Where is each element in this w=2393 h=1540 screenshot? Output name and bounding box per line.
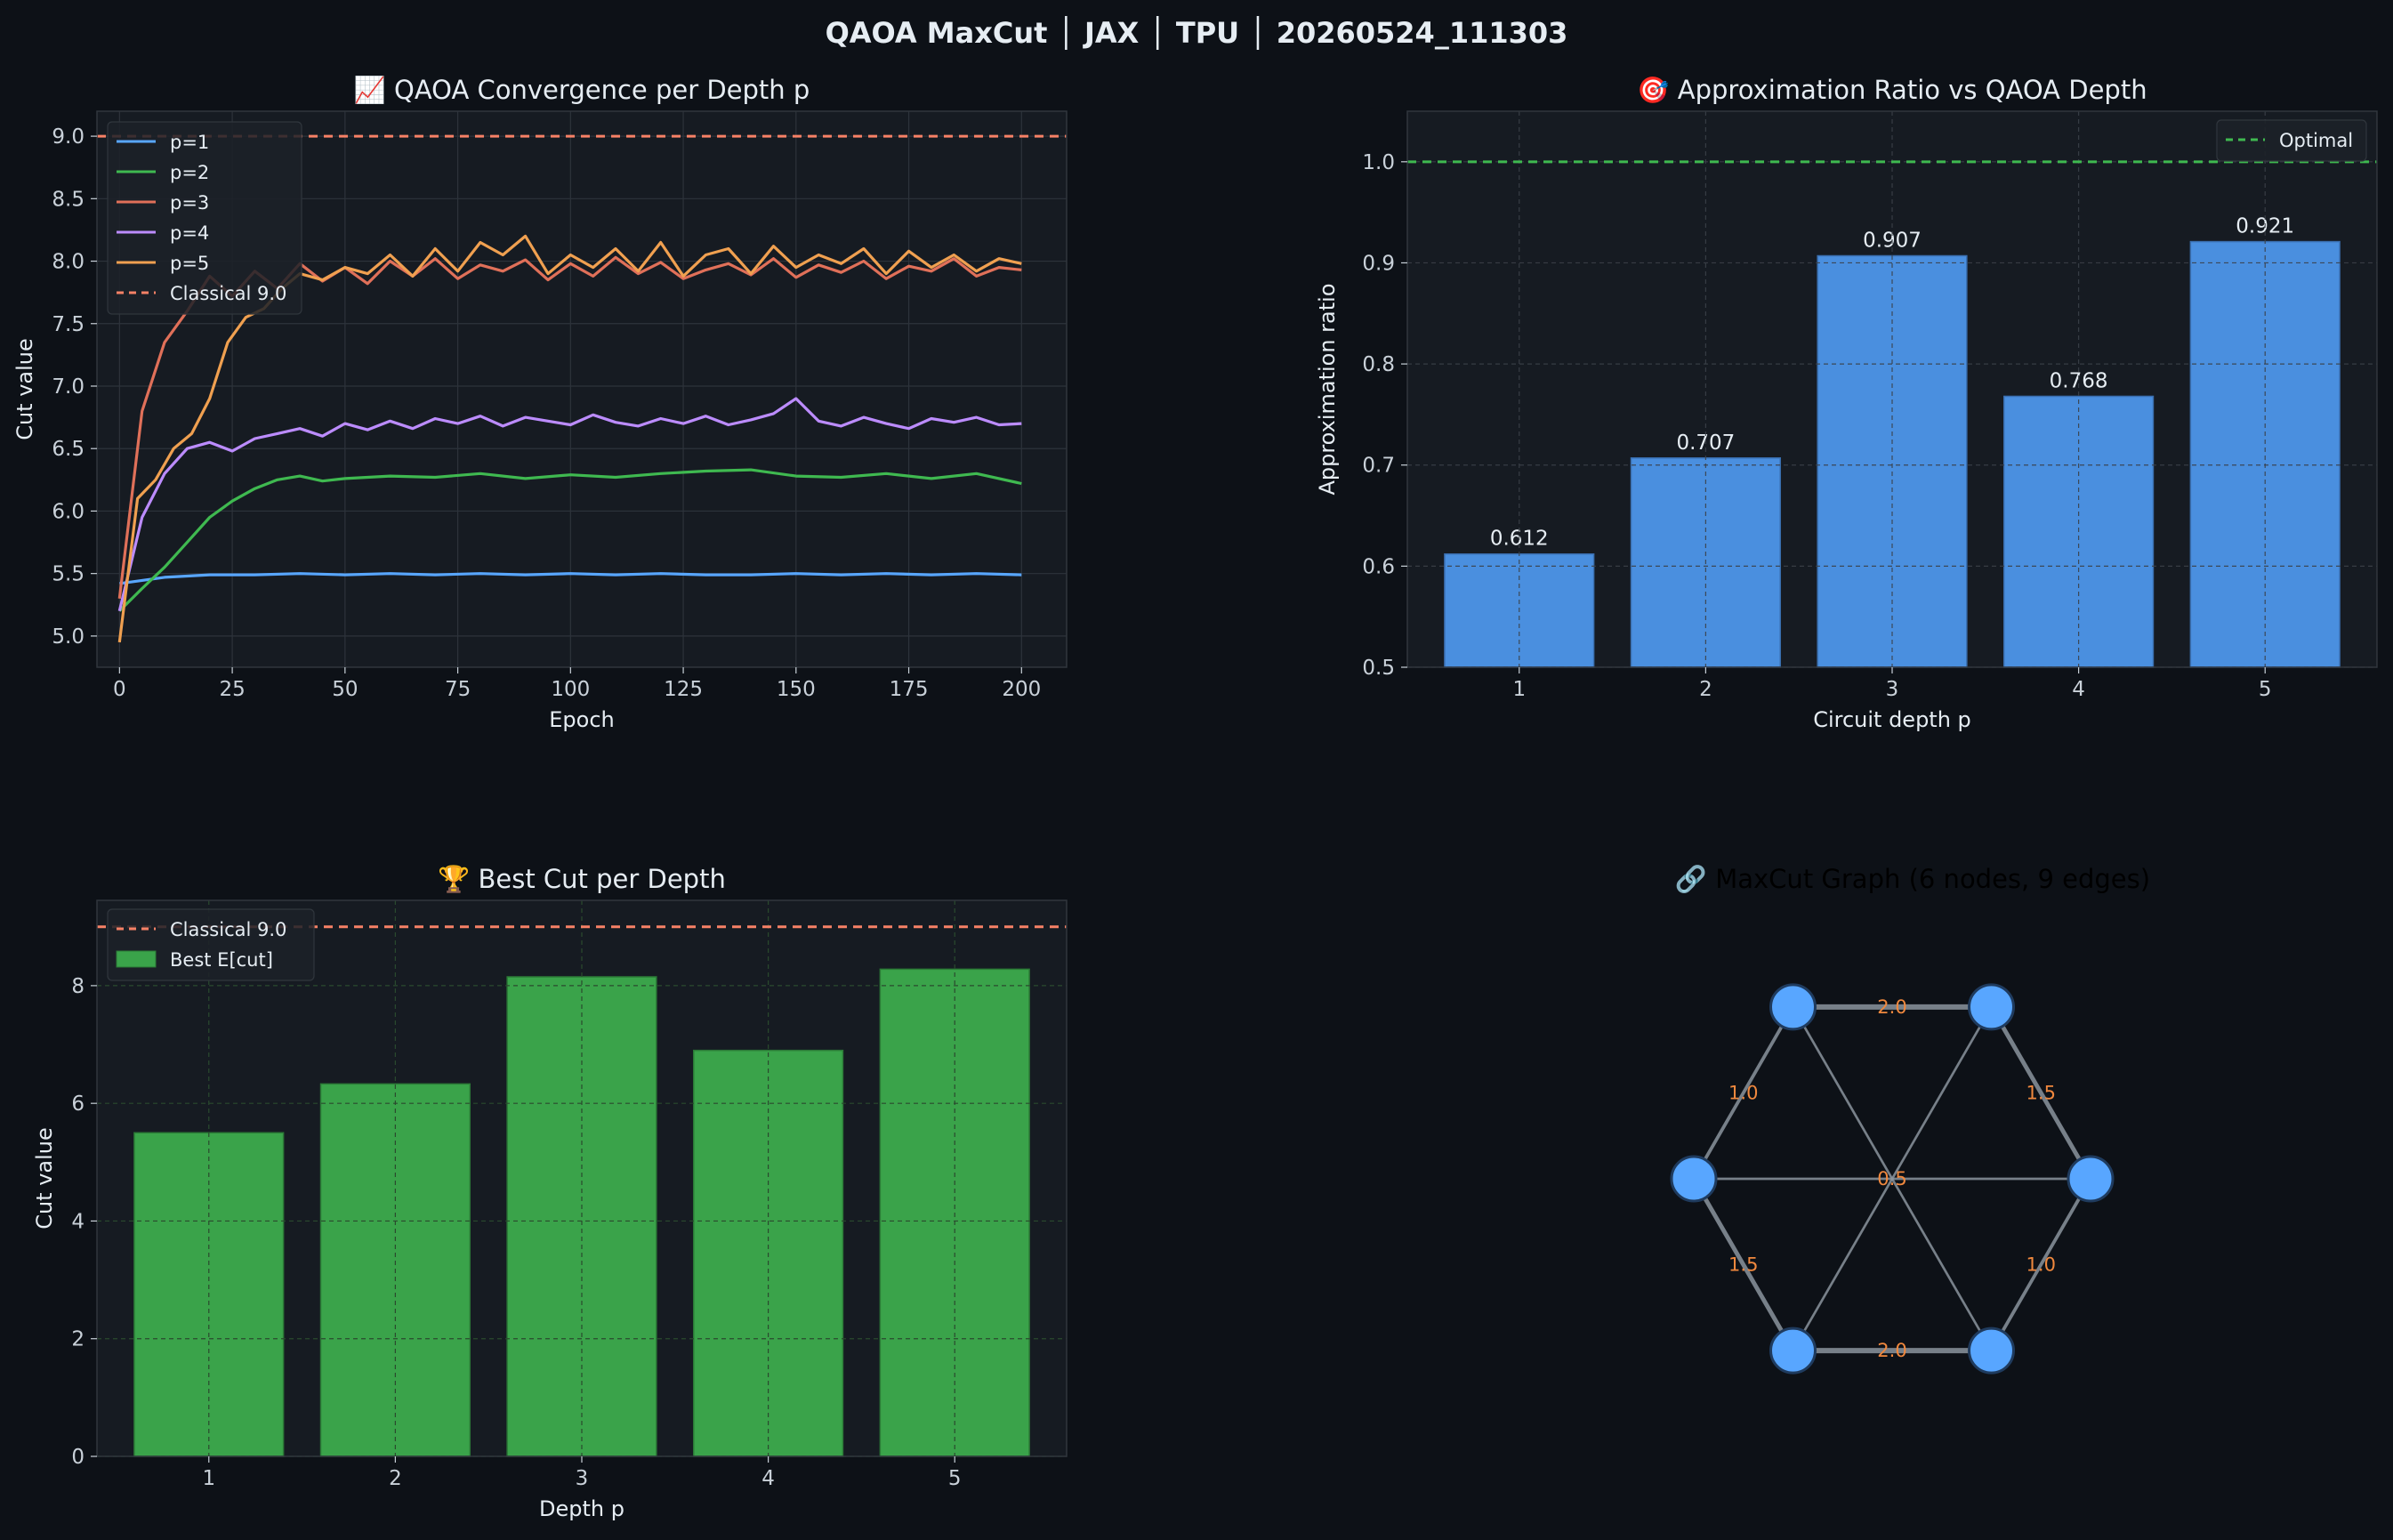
y-tick-label: 1.0 — [1362, 151, 1395, 174]
y-tick-label: 7.5 — [52, 313, 85, 336]
maxcut-graph-panel: 🔗 MaxCut Graph (6 nodes, 9 edges) 2.0 1.5 1… — [1670, 863, 2150, 1375]
legend-label: p=3 — [170, 192, 209, 214]
graph-edge — [1691, 1177, 1795, 1352]
x-axis-label: Depth p — [539, 1496, 624, 1521]
graph-node — [1968, 1326, 2015, 1375]
y-tick-label: 9.0 — [52, 125, 85, 149]
y-tick-label: 7.0 — [52, 375, 85, 399]
y-tick-label: 5.5 — [52, 563, 85, 586]
legend-label: p=4 — [170, 222, 209, 244]
edge-weight-label: 0.5 — [1877, 1168, 1906, 1189]
best-cut-panel: 1 2 3 4 5 0 2 4 6 8 🏆 Best Cut per Depth Depth p Cut… — [32, 864, 1068, 1521]
graph-node — [1670, 1155, 1718, 1203]
convergence-panel: 0 25 50 75 100 125 150 175 200 5.0 5.5 6.0 6.5 7.0 7.5… — [12, 75, 1068, 732]
series-line-p=4 — [117, 397, 1022, 612]
x-tick-label: 175 — [890, 678, 929, 701]
graph-edge — [1989, 1178, 2092, 1352]
x-tick-label: 4 — [761, 1467, 775, 1490]
y-tick-label: 6 — [71, 1093, 85, 1116]
series-line-p=1 — [119, 572, 1022, 585]
x-axis-label: Epoch — [549, 707, 615, 732]
edge-weight-label: 1.5 — [2026, 1082, 2056, 1103]
graph-node — [2067, 1155, 2115, 1203]
axes-frame — [96, 110, 1068, 668]
chart-title: 🔗 MaxCut Graph (6 nodes, 9 edges) — [1675, 863, 2150, 895]
x-tick-label: 100 — [551, 678, 590, 701]
x-axis-label: Circuit depth p — [1813, 707, 1971, 732]
x-tick-label: 25 — [219, 678, 245, 701]
figure-suptitle: QAOA MaxCut │ JAX │ TPU │ 20260524_11130… — [826, 15, 1568, 50]
y-tick-label: 0.7 — [1362, 455, 1395, 478]
legend-box — [107, 908, 315, 981]
y-tick-label: 5.0 — [52, 625, 85, 649]
graph-node — [1769, 983, 1817, 1031]
y-tick-label: 0.8 — [1362, 353, 1395, 376]
y-tick-label: 6.5 — [52, 438, 85, 461]
x-tick-label: 75 — [445, 678, 471, 701]
graph-node — [1769, 1326, 1817, 1375]
y-tick-label: 4 — [71, 1210, 85, 1233]
x-tick-label: 1 — [1512, 678, 1526, 701]
graph-edge — [1989, 1005, 2093, 1181]
legend-swatch — [116, 950, 157, 968]
edge-weight-label: 1.5 — [1728, 1254, 1758, 1276]
chart-title: 🎯 Approximation Ratio vs QAOA Depth — [1637, 75, 2147, 105]
y-axis-label: Cut value — [32, 1127, 57, 1230]
y-tick-label: 2 — [71, 1328, 85, 1351]
legend-label: Classical 9.0 — [170, 919, 286, 940]
legend-box — [107, 121, 302, 315]
legend-label: Classical 9.0 — [170, 283, 286, 304]
x-tick-label: 1 — [202, 1467, 215, 1490]
legend-label: p=5 — [170, 253, 209, 274]
legend-label: Best E[cut] — [170, 949, 273, 971]
x-tick-label: 0 — [113, 678, 126, 701]
graph-node — [1968, 983, 2015, 1031]
series-line-p=5 — [117, 234, 1022, 643]
edge-weight-label: 2.0 — [1877, 996, 1906, 1018]
chart-title: 🏆 Best Cut per Depth — [438, 864, 726, 894]
y-tick-label: 8.5 — [52, 188, 85, 211]
bar-value-label: 0.768 — [2050, 369, 2108, 392]
x-tick-label: 2 — [1699, 678, 1712, 701]
x-tick-label: 4 — [2072, 678, 2085, 701]
edge-weight-label: 1.0 — [1728, 1082, 1758, 1103]
edge-weight-label: 2.0 — [1877, 1340, 1906, 1361]
y-tick-label: 8.0 — [52, 251, 85, 274]
x-tick-label: 125 — [664, 678, 703, 701]
y-tick-label: 0.9 — [1362, 252, 1395, 275]
legend-label: Optimal — [2279, 130, 2353, 151]
x-tick-label: 2 — [389, 1467, 402, 1490]
y-axis-label: Approximation ratio — [1315, 283, 1340, 495]
x-tick-label: 150 — [777, 678, 816, 701]
x-tick-label: 3 — [576, 1467, 589, 1490]
bar-depth-3 — [1817, 254, 1968, 668]
x-tick-label: 3 — [1886, 678, 1899, 701]
y-tick-label: 8 — [71, 975, 85, 998]
legend-box — [2216, 119, 2367, 162]
y-axis-label: Cut value — [12, 338, 37, 440]
graph-edge — [1692, 1005, 1795, 1180]
y-tick-label: 6.0 — [52, 500, 85, 523]
x-tick-label: 5 — [2259, 678, 2272, 701]
legend-label: p=2 — [170, 162, 209, 183]
y-tick-label: 0.5 — [1362, 657, 1395, 680]
chart-title: 📈 QAOA Convergence per Depth p — [354, 75, 810, 105]
edge-weight-label: 1.0 — [2026, 1254, 2056, 1276]
x-tick-label: 50 — [332, 678, 358, 701]
x-tick-label: 5 — [948, 1467, 962, 1490]
series-line-p=2 — [118, 468, 1022, 612]
y-tick-label: 0 — [71, 1446, 85, 1469]
legend-label: p=1 — [170, 132, 209, 153]
y-tick-label: 0.6 — [1362, 555, 1395, 578]
x-tick-label: 200 — [1002, 678, 1041, 701]
